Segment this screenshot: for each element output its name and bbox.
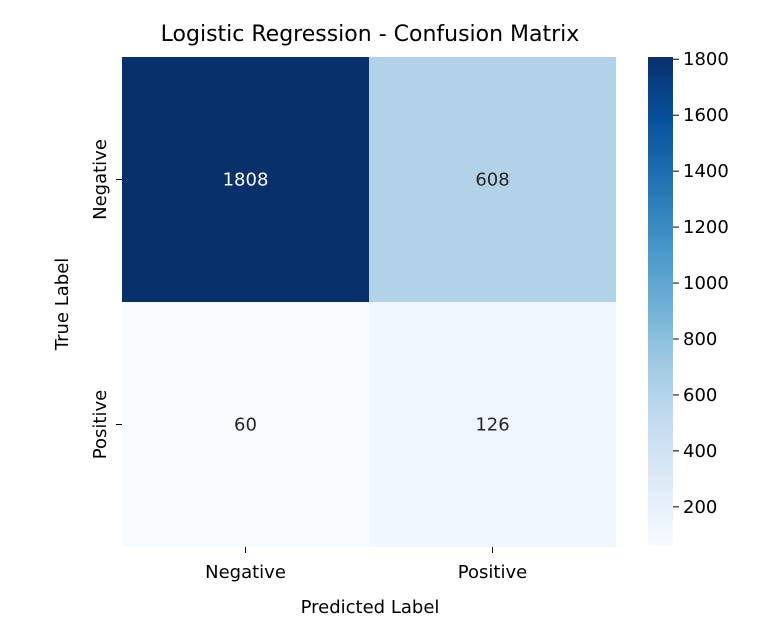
heatmap-cells: 1808 608 60 126	[122, 57, 616, 547]
colorbar-tick-label: 400	[683, 441, 717, 462]
colorbar-tick-label: 800	[683, 329, 717, 350]
colorbar-tick-label: 200	[683, 497, 717, 518]
cell-value-label: 126	[475, 415, 509, 436]
y-tick-label: Positive	[90, 390, 111, 459]
x-tick-label: Positive	[458, 562, 527, 583]
colorbar-tick-label: 1800	[683, 49, 729, 70]
heatmap-cell	[369, 302, 616, 547]
x-axis-label: Predicted Label	[301, 597, 440, 618]
heatmap-cell	[369, 57, 616, 302]
colorbar-tick-label: 1600	[683, 105, 729, 126]
colorbar-tick-label: 600	[683, 385, 717, 406]
colorbar-tick-label: 1200	[683, 217, 729, 238]
colorbar-tick-label: 1400	[683, 161, 729, 182]
colorbar-ticks: 200 400 600 800 1000 1200 1400 1600 1800	[673, 49, 729, 518]
heatmap-cell	[122, 57, 369, 302]
chart-title: Logistic Regression - Confusion Matrix	[161, 22, 580, 47]
cell-value-label: 608	[475, 170, 509, 191]
y-axis-label: True Label	[52, 258, 73, 352]
heatmap-cell	[122, 302, 369, 547]
colorbar-tick-label: 1000	[683, 273, 729, 294]
y-tick-label: Negative	[90, 139, 111, 220]
cell-value-label: 1808	[223, 170, 269, 191]
y-axis: Negative Positive	[90, 139, 122, 459]
cell-value-label: 60	[234, 415, 257, 436]
x-tick-label: Negative	[205, 562, 286, 583]
colorbar	[648, 57, 673, 546]
x-axis: Negative Positive	[205, 547, 527, 583]
